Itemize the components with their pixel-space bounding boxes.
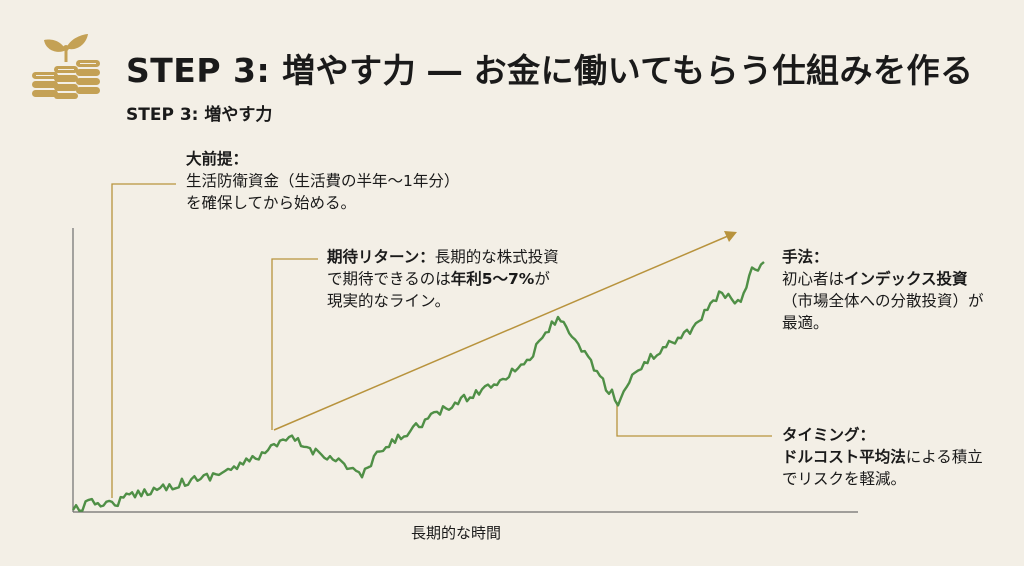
note-method-line2: （市場全体への分散投資）が [782,292,984,310]
note-premise-line2: を確保してから始める。 [186,194,357,212]
note-timing-line2: でリスクを軽減。 [782,470,907,488]
note-return-text-a: 長期的な株式投資 [434,248,559,266]
note-premise-heading: 大前提： [186,150,249,168]
page-title: STEP 3: 増やす力 ― お金に働いてもらう仕組みを作る [126,51,974,90]
growth-line [71,261,765,512]
note-return-heading: 期待リターン： [327,248,435,266]
note-return-text-b2: が [534,270,550,288]
note-timing-text-a: による積立 [905,448,983,466]
page-subtitle: STEP 3: 増やす力 [126,105,273,125]
coins-sprout-icon [32,34,100,99]
trend-arrow [273,235,729,431]
note-return-line3: 現実的なライン。 [327,292,451,310]
callout-expected-return [271,258,318,430]
note-premise-line1: 生活防衛資金（生活費の半年〜1年分） [186,172,460,190]
x-axis-label: 長期的な時間 [411,524,502,542]
note-method-line3: 最適。 [782,314,829,332]
note-method-bold-a: インデックス投資 [844,270,968,288]
trend-arrowhead [724,231,737,242]
note-timing-heading: タイミング： [782,426,876,444]
note-timing: タイミング： ドルコスト平均法による積立 でリスクを軽減。 [782,424,983,490]
note-timing-bold-a: ドルコスト平均法 [782,448,906,466]
note-method-heading: 手法： [782,248,829,266]
note-premise: 大前提： 生活防衛資金（生活費の半年〜1年分） を確保してから始める。 [186,148,459,214]
callout-timing [616,402,772,437]
note-return-text-b: で期待できるのは [327,270,451,288]
note-method: 手法： 初心者はインデックス投資 （市場全体への分散投資）が 最適。 [782,246,984,334]
note-expected-return: 期待リターン：長期的な株式投資 で期待できるのは年利5〜7%が 現実的なライン。 [327,246,559,312]
callout-premise [111,183,176,498]
note-method-text-a: 初心者は [782,270,845,288]
note-return-bold-b: 年利5〜7% [450,270,535,288]
